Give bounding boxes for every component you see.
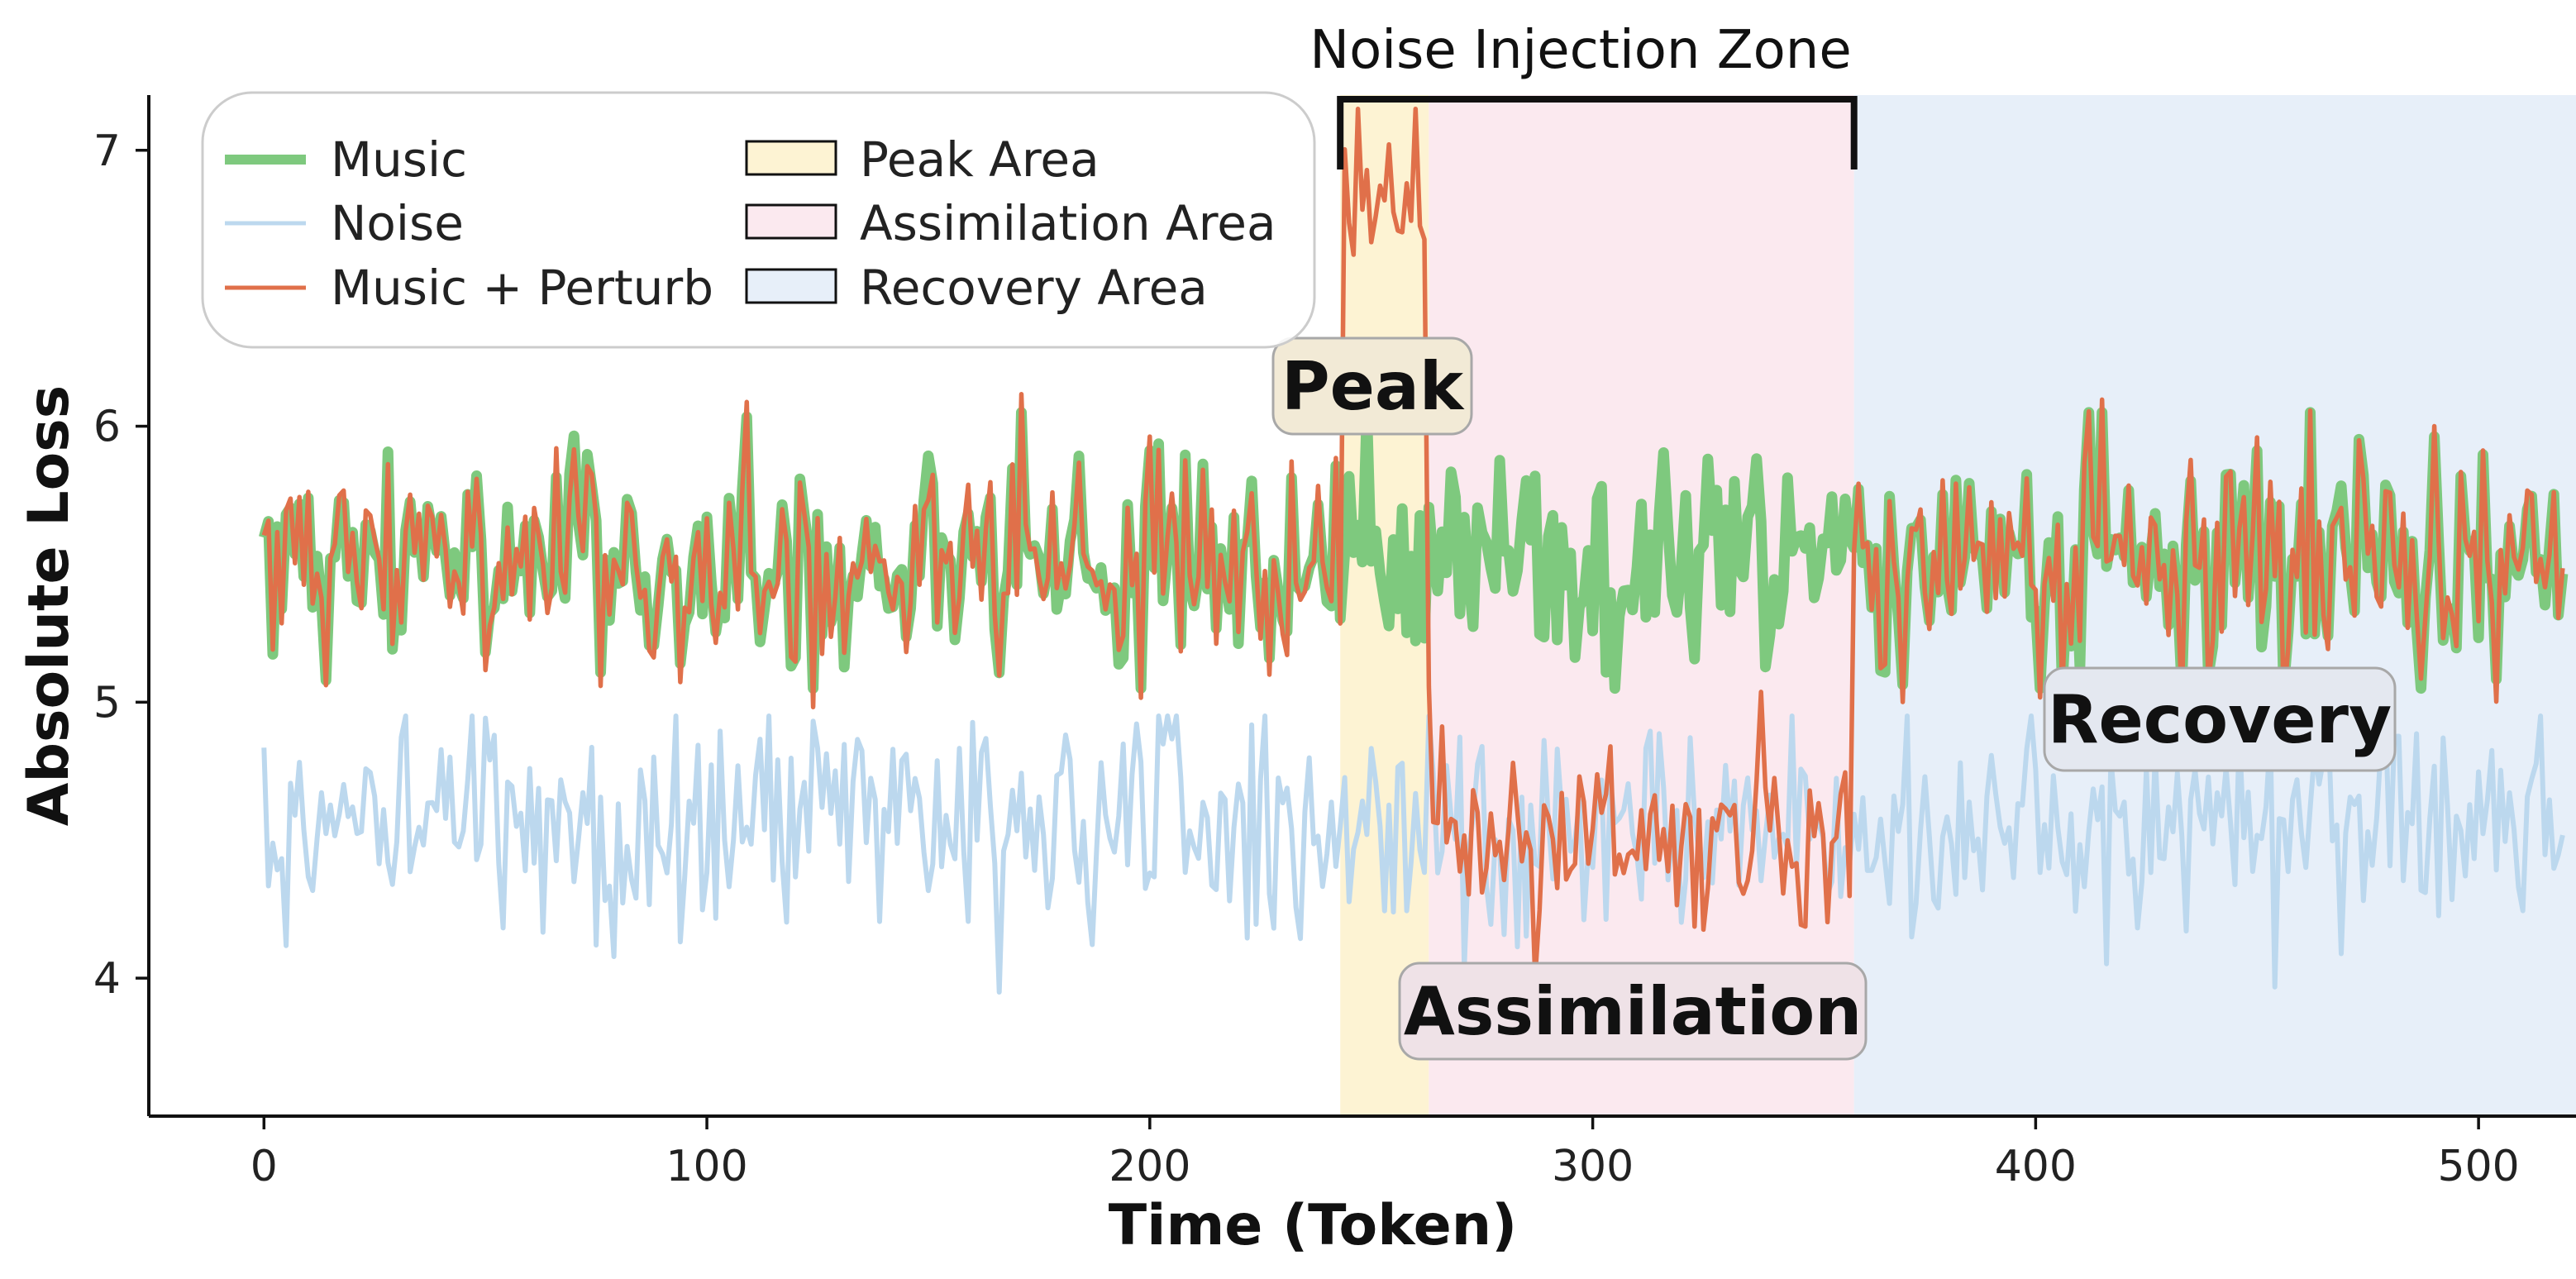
legend-label: Music + Perturb	[331, 260, 713, 316]
x-tick-label: 200	[1109, 1142, 1190, 1191]
annotations: Noise Injection Zone Peak Assimilation Reco…	[1271, 20, 2397, 1061]
legend-handle-assimilation	[745, 203, 837, 240]
noise-injection-title: Noise Injection Zone	[1309, 20, 1852, 81]
axes: 0 100 200 300 400 500 4 5 6 7 Time (Token) Absolute…	[17, 95, 2576, 1258]
y-tick-label: 7	[93, 126, 121, 176]
legend-handle-recovery	[745, 268, 837, 304]
x-tick-label: 400	[1995, 1142, 2077, 1191]
region-label-assimilation: Assimilation	[1404, 973, 1862, 1050]
legend-label: Music	[331, 131, 467, 188]
y-axis-title: Absolute Loss	[17, 385, 82, 827]
x-tick-label: 0	[250, 1142, 278, 1191]
series-noise-line	[261, 713, 2565, 995]
noise-injection-bracket	[1337, 96, 1858, 169]
legend-label: Recovery Area	[860, 260, 1208, 316]
y-tick-label: 5	[93, 678, 121, 728]
region-label-box-assimilation	[1398, 962, 1868, 1061]
region-label-recovery: Recovery	[2048, 681, 2392, 758]
x-axis-title: Time (Token)	[1109, 1193, 1518, 1258]
region-label-box-recovery	[2043, 666, 2397, 772]
x-tick-label: 500	[2437, 1142, 2519, 1191]
region-label-peak: Peak	[1281, 348, 1465, 425]
legend-label: Noise	[331, 195, 464, 251]
y-tick-label: 6	[93, 403, 121, 452]
region-label-box-peak	[1271, 336, 1473, 436]
legend-handle-peak	[745, 140, 837, 176]
x-tick-label: 300	[1552, 1142, 1634, 1191]
series-perturb-line	[261, 106, 2565, 981]
legend-label: Assimilation Area	[860, 195, 1276, 251]
series-lines	[259, 106, 2569, 995]
legend: Music Noise Music + Perturb Peak Area Assimi…	[201, 91, 1316, 349]
x-tick-label: 100	[665, 1142, 747, 1191]
y-tick-label: 4	[93, 954, 121, 1004]
legend-label: Peak Area	[860, 131, 1100, 188]
